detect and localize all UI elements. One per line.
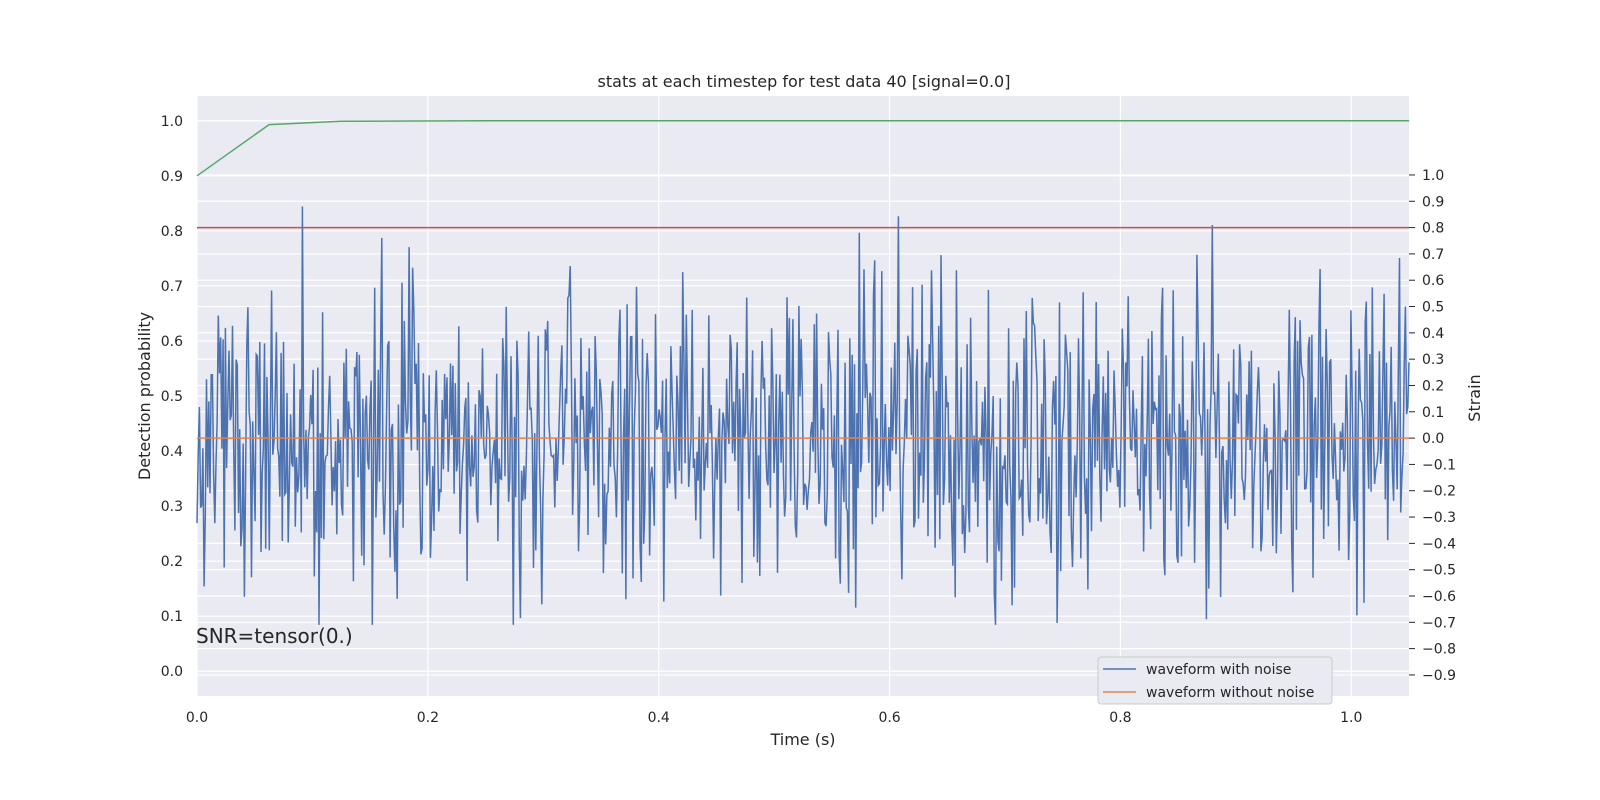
legend: waveform with noise waveform without noi… xyxy=(1097,656,1333,705)
snr-annotation: SNR=tensor(0.) xyxy=(196,624,353,648)
y-right-tick-label: 0.5 xyxy=(1422,300,1444,316)
y-right-tick-label: 0.2 xyxy=(1422,378,1444,394)
y-left-tick-label: 1.0 xyxy=(161,114,183,130)
x-axis-label: Time (s) xyxy=(769,730,835,749)
y-axis-label-right: Strain xyxy=(1465,374,1484,421)
y-right-tick-label: −0.7 xyxy=(1422,615,1456,631)
y-right-tick-label: −0.3 xyxy=(1422,510,1456,526)
y-left-tick-label: 0.9 xyxy=(161,169,183,185)
chart-title: stats at each timestep for test data 40 … xyxy=(598,72,1011,91)
x-tick-label: 0.2 xyxy=(417,710,439,726)
y-axis-label-left: Detection probability xyxy=(135,312,154,480)
y-right-tick-label: 1.0 xyxy=(1422,168,1444,184)
y-left-tick-label: 0.5 xyxy=(161,389,183,405)
series-line-detection-probability xyxy=(196,120,1409,177)
tick-layer: 0.0 0.2 0.4 0.6 0.8 1.0 0.0 0.1 0.2 0.3 0.4 0.5 0.6 0… xyxy=(161,114,1456,726)
y-right-tick-label: 0.0 xyxy=(1422,431,1444,447)
y-left-tick-label: 0.2 xyxy=(161,554,183,570)
y-left-tick-label: 0.7 xyxy=(161,279,183,295)
y-right-tick-label: −0.4 xyxy=(1422,536,1456,552)
y-right-tick-label: 0.7 xyxy=(1422,247,1444,263)
legend-label-waveform-without-noise: waveform without noise xyxy=(1146,685,1314,701)
x-tick-label: 0.6 xyxy=(878,710,900,726)
y-right-tick-label: 0.1 xyxy=(1422,405,1444,421)
y-right-tick-label: −0.6 xyxy=(1422,589,1456,605)
x-tick-label: 1.0 xyxy=(1340,710,1362,726)
y-right-tick-label: −0.8 xyxy=(1422,642,1456,658)
y-right-tick-label: 0.6 xyxy=(1422,273,1444,289)
y-left-tick-label: 0.8 xyxy=(161,224,183,240)
y-left-tick-label: 0.3 xyxy=(161,499,183,515)
x-tick-label: 0.4 xyxy=(648,710,670,726)
y-right-tick-label: −0.2 xyxy=(1422,484,1456,500)
y-right-tick-label: 0.9 xyxy=(1422,194,1444,210)
y-left-tick-label: 0.0 xyxy=(161,664,183,680)
y-right-tick-label: 0.4 xyxy=(1422,326,1444,342)
y-right-tick-label: −0.9 xyxy=(1422,668,1456,684)
x-tick-label: 0.0 xyxy=(186,710,208,726)
series-line-waveform-with-noise xyxy=(196,206,1410,625)
y-right-tick-label: −0.1 xyxy=(1422,457,1456,473)
y-right-tick-label: 0.8 xyxy=(1422,221,1444,237)
legend-box xyxy=(1097,656,1333,705)
y-right-tick-label: −0.5 xyxy=(1422,563,1456,579)
y-left-tick-label: 0.1 xyxy=(161,609,183,625)
y-left-tick-label: 0.6 xyxy=(161,334,183,350)
y-right-tick-label: 0.3 xyxy=(1422,352,1444,368)
series-layer xyxy=(196,120,1410,625)
legend-label-waveform-with-noise: waveform with noise xyxy=(1146,662,1291,678)
x-tick-label: 0.8 xyxy=(1109,710,1131,726)
y-left-tick-label: 0.4 xyxy=(161,444,183,460)
